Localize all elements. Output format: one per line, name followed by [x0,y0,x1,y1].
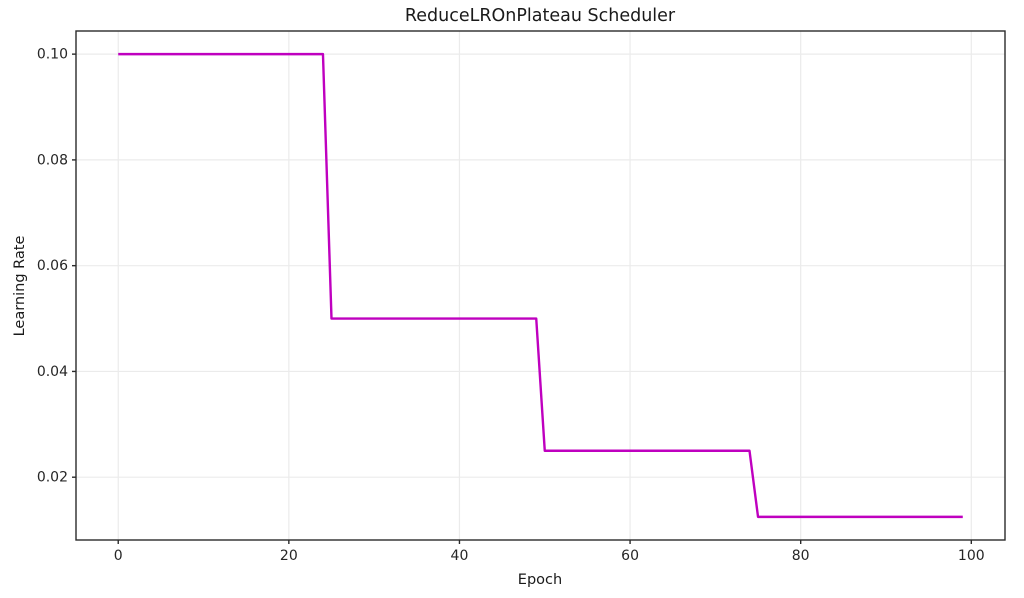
x-tick-label: 40 [451,548,469,564]
y-tick-label: 0.08 [37,152,68,168]
axes-layer [75,30,1006,541]
x-tick-label: 20 [280,548,298,564]
y-tick-label: 0.04 [37,364,68,380]
plot-border [75,30,1006,541]
x-axis-label: Epoch [518,572,562,588]
x-tick-label: 80 [792,548,810,564]
y-axis-label: Learning Rate [12,236,28,337]
x-tick-label: 0 [114,548,123,564]
learning-rate-curve [118,52,963,519]
ticks-layer: 0 20 40 60 80 100 0.02 0.04 0.06 0.08 0.10 [37,47,985,564]
x-tick-label: 60 [621,548,639,564]
y-tick-label: 0.06 [37,258,68,274]
y-tick-label: 0.02 [37,470,68,486]
series-layer [118,52,963,519]
y-tick-label: 0.10 [37,47,68,63]
grid-layer [76,31,1005,540]
chart-title: ReduceLROnPlateau Scheduler [405,6,676,26]
x-tick-label: 100 [958,548,985,564]
